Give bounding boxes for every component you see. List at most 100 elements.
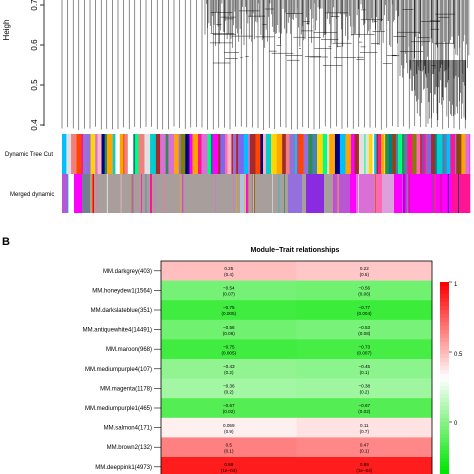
strip-segment — [225, 134, 228, 174]
colorbar-step — [440, 466, 449, 471]
cell-pvalue: (0.007) — [357, 350, 372, 355]
strip-segment — [163, 174, 165, 213]
strip-segment — [198, 134, 202, 174]
cell-pvalue: (0.2) — [224, 390, 234, 395]
strip-segment — [85, 134, 91, 174]
y-tick-label-0.6: 0.6 — [30, 39, 39, 51]
strip-segment — [201, 134, 208, 174]
strip-segment — [322, 134, 328, 174]
colorbar-step — [440, 450, 449, 455]
strip-segment — [374, 134, 377, 174]
colorbar-step — [440, 334, 449, 339]
strip-segment — [76, 134, 82, 174]
heatmap-cell — [296, 261, 433, 281]
strip-segment — [246, 174, 249, 213]
cell-correlation: −0.45 — [358, 364, 370, 369]
colorbar-step — [440, 342, 449, 347]
strip-segment — [458, 174, 459, 213]
heatmap-cell — [161, 261, 297, 281]
strip-segment — [407, 134, 413, 174]
strip-segment — [288, 174, 303, 213]
colorbar-step — [440, 382, 449, 387]
strip-segment — [469, 134, 471, 174]
strip-segment — [160, 134, 166, 174]
colorbar-step — [440, 462, 449, 467]
strip-segment — [382, 174, 395, 213]
strip-segment — [454, 134, 457, 174]
strip-segment — [375, 174, 376, 213]
colorbar-step — [440, 398, 449, 403]
cell-pvalue: (0.06) — [223, 331, 235, 336]
strip-segment — [106, 174, 108, 213]
colorbar — [440, 281, 452, 474]
strip-segment — [424, 134, 426, 174]
colorbar-tick-0: 0 — [454, 421, 458, 427]
cell-correlation: −0.67 — [223, 403, 235, 408]
colorbar-step — [440, 366, 449, 371]
heatmap-cell — [161, 398, 297, 419]
strip-segment — [327, 134, 330, 174]
strip-segment — [398, 134, 403, 174]
strip-segment — [123, 134, 125, 174]
cell-pvalue: (1e−04) — [221, 468, 237, 473]
cell-correlation: −0.56 — [223, 325, 235, 330]
strip-segment — [62, 134, 67, 174]
colorbar-step — [440, 390, 449, 395]
cell-pvalue: (0.7) — [360, 429, 370, 434]
module-label: MM.brown2(132) — [107, 445, 152, 451]
strip-segment — [358, 134, 365, 174]
row-label-dynamic-tree-cut: Dynamic Tree Cut — [5, 152, 53, 158]
colorbar-step — [440, 378, 449, 383]
strip-segment — [392, 134, 396, 174]
strip-segment — [189, 134, 193, 174]
strip-segment — [317, 134, 324, 174]
colorbar-step — [440, 294, 449, 299]
y-tick-1: 0.6 — [30, 39, 44, 51]
cell-pvalue: (0.08) — [358, 331, 370, 336]
module-label: MM.deeppink1(4973) — [95, 465, 152, 471]
colorbar-step — [440, 354, 449, 359]
strip-segment — [312, 134, 318, 174]
strip-segment — [74, 174, 83, 213]
strip-segment — [381, 134, 385, 174]
strip-segment — [298, 134, 304, 174]
colorbar-step — [440, 414, 449, 419]
colorbar-step — [440, 306, 449, 311]
strip-segment — [91, 174, 93, 213]
heatmap-cell — [296, 359, 433, 379]
strip-segment — [62, 174, 69, 213]
colorbar-step — [440, 470, 449, 474]
strip-segment — [133, 134, 136, 174]
strip-segment — [265, 134, 272, 174]
heatmap-cell — [161, 300, 297, 321]
colorbar-step — [440, 394, 449, 399]
heatmap-cell — [296, 437, 433, 458]
strip-segment — [434, 174, 436, 213]
strip-segment — [365, 134, 370, 174]
strip-segment — [395, 134, 399, 174]
strip-segment — [446, 134, 451, 174]
colorbar-step — [440, 322, 449, 327]
strip-segment — [112, 134, 116, 174]
y-tick-label-0.4: 0.4 — [30, 119, 39, 131]
heatmap-cell — [161, 280, 297, 301]
cell-correlation: −0.73 — [358, 344, 370, 349]
heatmap-cell — [296, 319, 433, 340]
strip-segment — [192, 134, 199, 174]
heatmap-cell — [296, 300, 433, 321]
row-label-merged-dynamic: Merged dynamic — [10, 192, 54, 198]
strip-segment — [155, 134, 161, 174]
strip-segment — [220, 134, 226, 174]
strip-segment — [104, 134, 108, 174]
strip-segment — [329, 134, 336, 174]
strip-segment — [402, 134, 405, 174]
colorbar-tick-1: 1 — [454, 282, 458, 288]
strip-segment — [374, 174, 383, 213]
cell-pvalue: (0.2) — [360, 390, 370, 395]
strip-segment — [285, 134, 290, 174]
strip-segment — [154, 174, 156, 213]
cell-correlation: 0.25 — [224, 266, 233, 271]
heatmap-cell — [296, 339, 433, 360]
panel-a: Heigh 0.7 0.6 0.5 0.4 Dynamic Tree Cut M… — [2, 0, 471, 213]
